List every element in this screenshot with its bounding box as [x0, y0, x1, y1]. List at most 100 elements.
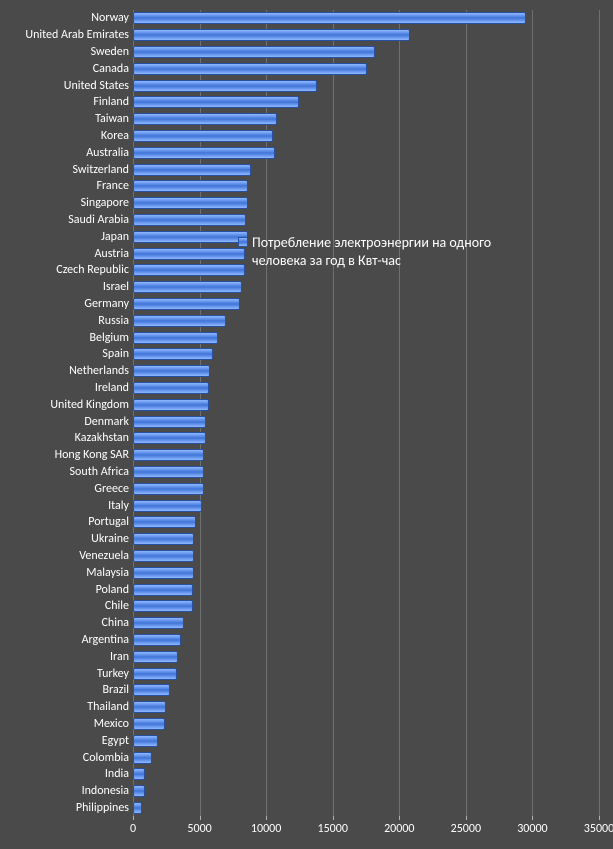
bar: [133, 332, 218, 344]
x-axis-label: 20000: [384, 822, 414, 836]
y-axis-label: Singapore: [81, 197, 129, 209]
y-axis-label: Germany: [84, 298, 129, 310]
y-axis-label: Spain: [102, 348, 129, 360]
y-axis-label: Denmark: [84, 416, 129, 428]
bar: [133, 735, 158, 747]
y-axis-label: South Africa: [70, 466, 129, 478]
y-axis-label: Malaysia: [86, 567, 129, 579]
x-axis-label: 25000: [451, 822, 481, 836]
y-axis-label: Portugal: [88, 516, 129, 528]
legend: Потребление электроэнергии на одногочело…: [238, 234, 491, 270]
legend-text-line: Потребление электроэнергии на одного: [252, 234, 491, 252]
y-axis-label: United Arab Emirates: [25, 29, 129, 41]
bar: [133, 550, 194, 562]
bar: [133, 298, 240, 310]
x-axis-label: 0: [130, 822, 136, 836]
x-tick: [532, 816, 533, 820]
bar: [133, 752, 152, 764]
bar: [133, 584, 193, 596]
y-axis-label: Kazakhstan: [75, 432, 129, 444]
y-axis-label: Indonesia: [82, 785, 129, 797]
x-axis-label: 30000: [517, 822, 547, 836]
y-axis-label: Philippines: [76, 802, 129, 814]
y-axis-label: Canada: [93, 63, 129, 75]
y-axis-label: Korea: [101, 130, 129, 142]
y-axis-label: United Kingdom: [50, 399, 129, 411]
y-axis-label: Thailand: [87, 701, 129, 713]
gridline: [333, 10, 334, 816]
y-axis-label: Austria: [94, 248, 129, 260]
x-tick: [333, 816, 334, 820]
y-axis-label: Italy: [108, 500, 129, 512]
bar: [133, 315, 226, 327]
bar: [133, 533, 194, 545]
x-axis-label: 10000: [251, 822, 281, 836]
bar: [133, 701, 166, 713]
gridline: [532, 10, 533, 816]
x-axis-label: 35000: [584, 822, 613, 836]
bar: [133, 281, 242, 293]
gridline: [399, 10, 400, 816]
chart-container: Norway United Arab Emirates Sweden Canada Un…: [0, 0, 613, 849]
y-axis-label: Russia: [98, 315, 129, 327]
y-axis-label: Belgium: [89, 332, 129, 344]
bar: [133, 29, 410, 41]
bar: [133, 802, 142, 814]
bar: [133, 617, 184, 629]
y-axis-label: Ireland: [95, 382, 129, 394]
y-axis-label: Poland: [96, 584, 129, 596]
bar: [133, 46, 375, 58]
bar: [133, 432, 206, 444]
bar: [133, 668, 177, 680]
x-tick: [133, 816, 134, 820]
y-axis-label: Iran: [110, 651, 129, 663]
y-axis-label: Norway: [91, 12, 129, 24]
bar: [133, 130, 273, 142]
bar: [133, 63, 367, 75]
x-tick: [599, 816, 600, 820]
bar: [133, 684, 170, 696]
bar: [133, 248, 245, 260]
bar: [133, 382, 209, 394]
y-axis-label: Mexico: [94, 718, 129, 730]
y-axis-label: Argentina: [82, 634, 129, 646]
y-axis-label: Greece: [94, 483, 129, 495]
bar: [133, 718, 165, 730]
bar: [133, 197, 248, 209]
y-axis-label: United States: [64, 80, 129, 92]
bar: [133, 80, 317, 92]
y-axis-label: Czech Republic: [56, 264, 129, 276]
bar: [133, 147, 275, 159]
y-axis-label: Israel: [103, 281, 129, 293]
x-tick: [200, 816, 201, 820]
bar: [133, 500, 202, 512]
bar: [133, 768, 145, 780]
y-axis-label: Switzerland: [72, 164, 129, 176]
y-axis-label: Venezuela: [79, 550, 129, 562]
y-axis-label: Sweden: [91, 46, 129, 58]
plot-area: [133, 10, 599, 816]
bar: [133, 785, 145, 797]
bar: [133, 600, 193, 612]
y-axis-label: Colombia: [83, 752, 129, 764]
x-axis-label: 5000: [187, 822, 211, 836]
bar: [133, 651, 178, 663]
y-axis-label: Australia: [86, 147, 129, 159]
y-axis-label: Turkey: [97, 668, 129, 680]
bar: [133, 483, 204, 495]
bar: [133, 516, 196, 528]
y-axis-label: India: [105, 768, 129, 780]
bar: [133, 180, 248, 192]
bar: [133, 416, 206, 428]
y-axis-label: Brazil: [103, 684, 129, 696]
bar: [133, 214, 246, 226]
x-tick: [399, 816, 400, 820]
bar: [133, 231, 248, 243]
gridline: [599, 10, 600, 816]
y-axis-label: China: [101, 617, 129, 629]
bar: [133, 567, 194, 579]
bar: [133, 634, 181, 646]
legend-text-line: человека за год в Квт-час: [252, 252, 491, 270]
gridline: [466, 10, 467, 816]
y-axis-label: Egypt: [102, 735, 129, 747]
